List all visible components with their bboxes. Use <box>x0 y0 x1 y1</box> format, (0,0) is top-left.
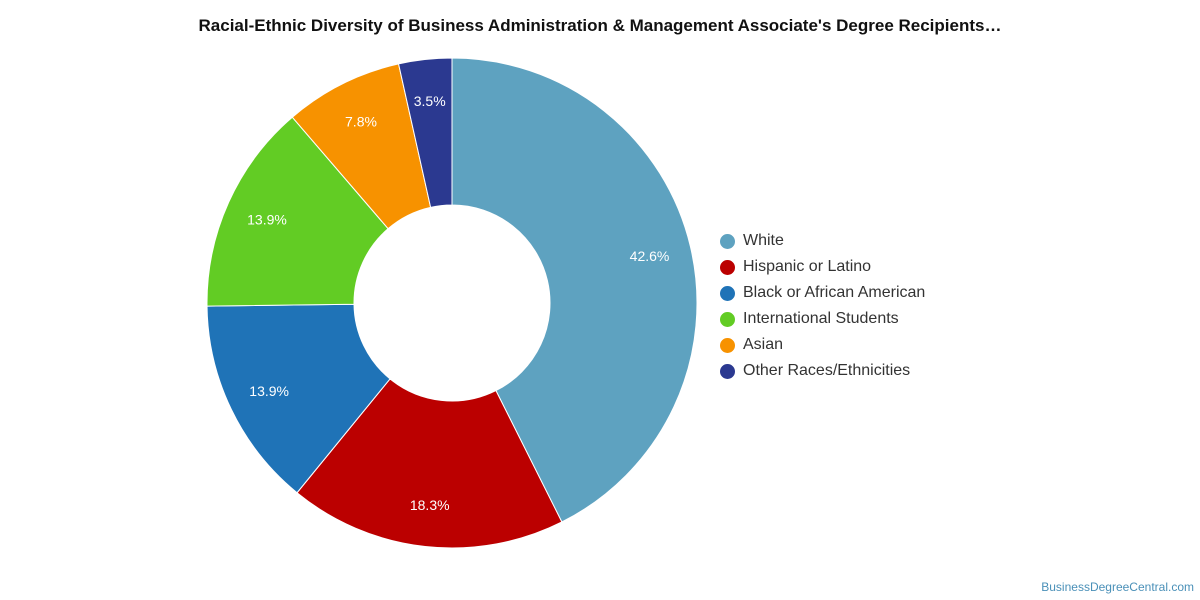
legend-item-white[interactable]: White <box>720 228 925 254</box>
slice-international-students[interactable] <box>206 116 389 307</box>
legend-label: Asian <box>743 336 784 353</box>
legend-dot-icon <box>720 363 735 379</box>
slice-white[interactable] <box>451 57 698 523</box>
chart-title: Racial-Ethnic Diversity of Business Admi… <box>198 16 1002 35</box>
legend-item-international-students[interactable]: International Students <box>720 306 925 332</box>
site-watermark: BusinessDegreeCentral.com <box>1041 580 1194 594</box>
legend-label: Black or African American <box>743 284 926 301</box>
legend-item-hispanic-or-latino[interactable]: Hispanic or Latino <box>720 254 925 280</box>
legend-dot-icon <box>720 233 735 249</box>
slice-label-international-students: 13.9% <box>247 211 287 227</box>
slice-label-asian: 7.8% <box>345 114 377 130</box>
legend-dot-icon <box>720 337 735 353</box>
legend-item-asian[interactable]: Asian <box>720 332 925 358</box>
chart-legend: White Hispanic or Latino Black or African … <box>720 228 925 384</box>
slice-label-black-or-african-american: 13.9% <box>249 383 289 399</box>
slice-hispanic-or-latino[interactable] <box>296 378 563 549</box>
legend-dot-icon <box>720 285 735 301</box>
legend-label: White <box>743 232 784 249</box>
legend-label: International Students <box>743 310 899 327</box>
slice-label-white: 42.6% <box>630 248 670 264</box>
legend-label: Other Races/Ethnicities <box>743 362 911 379</box>
legend-dot-icon <box>720 311 735 327</box>
legend-label: Hispanic or Latino <box>743 258 872 275</box>
slice-label-hispanic-or-latino: 18.3% <box>410 497 450 513</box>
legend-dot-icon <box>720 259 735 275</box>
slice-black-or-african-american[interactable] <box>206 303 391 494</box>
legend-item-other-races-ethnicities[interactable]: Other Races/Ethnicities <box>720 358 925 384</box>
slice-label-other-races-ethnicities: 3.5% <box>414 93 446 109</box>
slice-other-races-ethnicities[interactable] <box>397 57 453 208</box>
legend-item-black-or-african-american[interactable]: Black or African American <box>720 280 925 306</box>
